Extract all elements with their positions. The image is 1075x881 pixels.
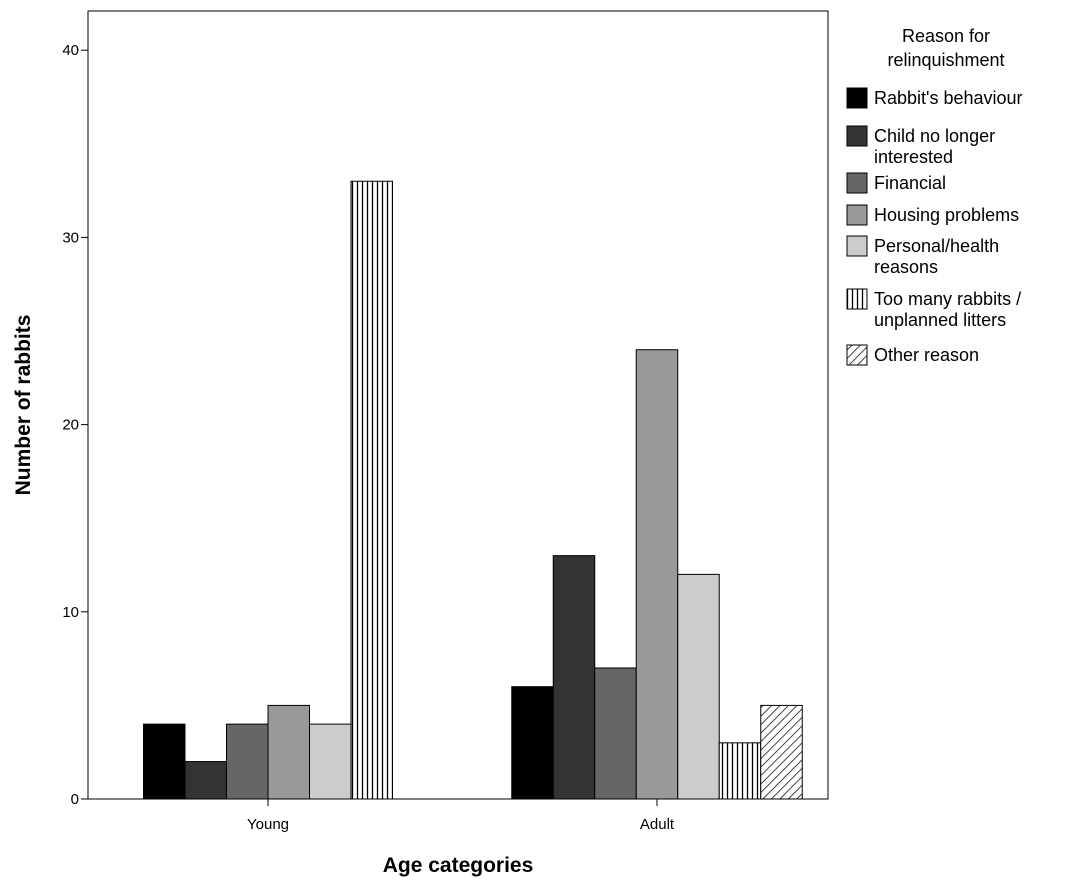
y-axis-title: Number of rabbits bbox=[12, 315, 35, 496]
bar bbox=[511, 686, 554, 800]
bar bbox=[760, 704, 803, 800]
x-axis-title: Age categories bbox=[383, 854, 534, 877]
y-tick-label: 20 bbox=[62, 417, 79, 434]
x-axis: Young Adult bbox=[247, 799, 675, 833]
legend-swatch bbox=[846, 172, 868, 194]
legend-item: Other reason bbox=[846, 344, 979, 366]
legend-label: reasons bbox=[874, 257, 938, 277]
legend-item: Housing problems bbox=[846, 204, 1019, 226]
bar bbox=[143, 723, 186, 800]
legend-swatch bbox=[846, 344, 868, 366]
y-tick-label: 40 bbox=[62, 42, 79, 59]
bar bbox=[635, 349, 679, 800]
legend-label: unplanned litters bbox=[874, 310, 1006, 330]
bar bbox=[350, 180, 393, 800]
legend-swatch bbox=[846, 125, 868, 147]
legend-label: interested bbox=[874, 147, 953, 167]
bars bbox=[143, 180, 803, 800]
bar bbox=[718, 742, 762, 800]
x-tick-label: Adult bbox=[640, 816, 675, 833]
y-axis: 0 10 20 30 40 bbox=[62, 42, 88, 808]
legend-label: Other reason bbox=[874, 345, 979, 365]
x-tick-label: Young bbox=[247, 816, 289, 833]
bar bbox=[552, 555, 596, 800]
y-tick-label: 30 bbox=[62, 229, 79, 246]
legend-swatch bbox=[846, 204, 868, 226]
legend-label: Housing problems bbox=[874, 205, 1019, 225]
bar bbox=[267, 704, 310, 800]
bar bbox=[184, 761, 227, 800]
legend-label: Rabbit's behaviour bbox=[874, 88, 1023, 108]
legend-swatch bbox=[846, 235, 868, 257]
bar bbox=[594, 667, 637, 800]
legend-item: Too many rabbits /unplanned litters bbox=[846, 288, 1021, 330]
bar bbox=[226, 723, 269, 800]
legend-label: Too many rabbits / bbox=[874, 289, 1021, 309]
legend-item: Financial bbox=[846, 172, 946, 194]
legend: Reason for relinquishment Rabbit's behavio… bbox=[846, 26, 1023, 366]
legend-item: Rabbit's behaviour bbox=[846, 87, 1023, 109]
legend-title: Reason for bbox=[902, 26, 990, 46]
y-tick-label: 10 bbox=[62, 604, 79, 621]
legend-label: Financial bbox=[874, 173, 946, 193]
legend-title: relinquishment bbox=[887, 50, 1004, 70]
legend-swatch bbox=[846, 87, 868, 109]
legend-label: Personal/health bbox=[874, 236, 999, 256]
legend-label: Child no longer bbox=[874, 126, 995, 146]
legend-swatch bbox=[846, 288, 868, 310]
bar bbox=[677, 573, 720, 800]
y-tick-label: 0 bbox=[71, 791, 79, 808]
bar bbox=[309, 723, 352, 800]
